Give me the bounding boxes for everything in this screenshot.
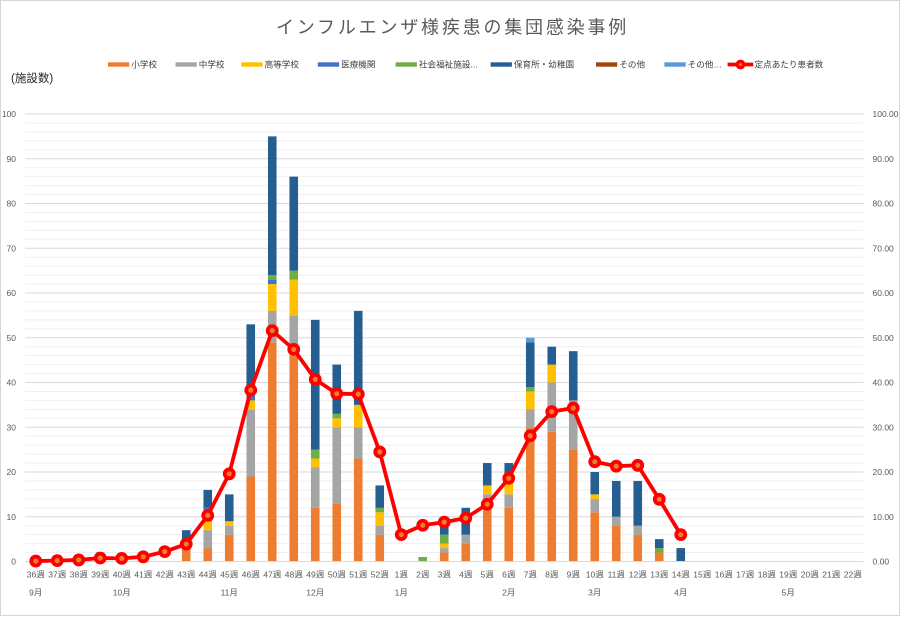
- svg-text:18週: 18週: [758, 570, 776, 580]
- svg-text:43週: 43週: [177, 570, 195, 580]
- svg-text:12月: 12月: [306, 588, 324, 598]
- svg-text:30: 30: [7, 422, 17, 432]
- svg-text:21週: 21週: [822, 570, 840, 580]
- svg-text:中学校: 中学校: [199, 59, 225, 70]
- svg-text:10週: 10週: [586, 570, 604, 580]
- svg-text:3週: 3週: [438, 570, 452, 580]
- svg-text:40: 40: [7, 378, 17, 388]
- svg-text:36週: 36週: [27, 570, 45, 580]
- svg-text:46週: 46週: [242, 570, 260, 580]
- svg-text:40.00: 40.00: [873, 378, 895, 388]
- svg-text:高等学校: 高等学校: [265, 59, 300, 70]
- svg-text:80: 80: [7, 199, 17, 209]
- svg-text:16週: 16週: [715, 570, 733, 580]
- svg-text:14週: 14週: [672, 570, 690, 580]
- svg-text:6週: 6週: [502, 570, 516, 580]
- svg-text:12週: 12週: [629, 570, 647, 580]
- svg-text:5月: 5月: [782, 588, 795, 598]
- svg-text:3月: 3月: [588, 588, 601, 598]
- svg-text:52週: 52週: [371, 570, 389, 580]
- svg-text:小学校: 小学校: [131, 59, 157, 70]
- svg-text:50週: 50週: [328, 570, 346, 580]
- svg-text:44週: 44週: [199, 570, 217, 580]
- svg-text:10: 10: [7, 512, 17, 522]
- svg-text:医療機関: 医療機関: [341, 59, 375, 70]
- svg-text:90.00: 90.00: [873, 154, 895, 164]
- svg-text:60.00: 60.00: [873, 288, 895, 298]
- svg-text:100: 100: [2, 109, 16, 119]
- svg-text:90: 90: [7, 154, 17, 164]
- svg-text:4週: 4週: [459, 570, 473, 580]
- svg-text:9週: 9週: [567, 570, 581, 580]
- svg-text:20: 20: [7, 467, 17, 477]
- svg-text:45週: 45週: [220, 570, 238, 580]
- svg-text:47週: 47週: [263, 570, 281, 580]
- svg-text:48週: 48週: [285, 570, 303, 580]
- svg-text:その他: その他: [619, 59, 645, 70]
- svg-text:42週: 42週: [156, 570, 174, 580]
- svg-text:10月: 10月: [113, 588, 131, 598]
- svg-text:0.00: 0.00: [873, 557, 890, 567]
- svg-text:4月: 4月: [674, 588, 687, 598]
- svg-text:定点あたり患者数: 定点あたり患者数: [755, 59, 824, 70]
- svg-text:49週: 49週: [306, 570, 324, 580]
- svg-text:11月: 11月: [221, 588, 238, 598]
- svg-text:9月: 9月: [29, 588, 42, 598]
- svg-text:社会福祉施設...: 社会福祉施設...: [419, 59, 478, 70]
- svg-text:70.00: 70.00: [873, 243, 895, 253]
- svg-text:11週: 11週: [608, 570, 626, 580]
- svg-text:7週: 7週: [524, 570, 538, 580]
- svg-text:13週: 13週: [650, 570, 668, 580]
- svg-text:37週: 37週: [48, 570, 66, 580]
- svg-text:30.00: 30.00: [873, 422, 895, 432]
- svg-text:8週: 8週: [545, 570, 559, 580]
- svg-text:80.00: 80.00: [873, 199, 895, 209]
- svg-text:20週: 20週: [801, 570, 819, 580]
- svg-text:10.00: 10.00: [873, 512, 895, 522]
- svg-text:20.00: 20.00: [873, 467, 895, 477]
- svg-text:その他…: その他…: [688, 59, 722, 70]
- svg-text:60: 60: [7, 288, 17, 298]
- svg-text:50.00: 50.00: [873, 333, 895, 343]
- svg-text:19週: 19週: [779, 570, 797, 580]
- svg-text:15週: 15週: [693, 570, 711, 580]
- svg-text:2週: 2週: [416, 570, 430, 580]
- svg-text:38週: 38週: [70, 570, 88, 580]
- svg-text:インフルエンザ様疾患の集団感染事例: インフルエンザ様疾患の集団感染事例: [276, 18, 629, 38]
- svg-text:(施設数): (施設数): [11, 71, 53, 85]
- svg-text:5週: 5週: [481, 570, 495, 580]
- svg-text:50: 50: [7, 333, 17, 343]
- svg-text:39週: 39週: [91, 570, 109, 580]
- svg-text:1週: 1週: [395, 570, 409, 580]
- svg-text:保育所・幼稚園: 保育所・幼稚園: [514, 59, 574, 70]
- svg-text:22週: 22週: [844, 570, 862, 580]
- svg-text:1月: 1月: [395, 588, 408, 598]
- svg-text:51週: 51週: [349, 570, 367, 580]
- svg-text:40週: 40週: [113, 570, 131, 580]
- svg-text:100.00: 100.00: [873, 109, 899, 119]
- svg-text:2月: 2月: [502, 588, 515, 598]
- svg-text:0: 0: [11, 557, 16, 567]
- svg-text:70: 70: [7, 243, 17, 253]
- svg-text:41週: 41週: [134, 570, 152, 580]
- svg-text:17週: 17週: [736, 570, 754, 580]
